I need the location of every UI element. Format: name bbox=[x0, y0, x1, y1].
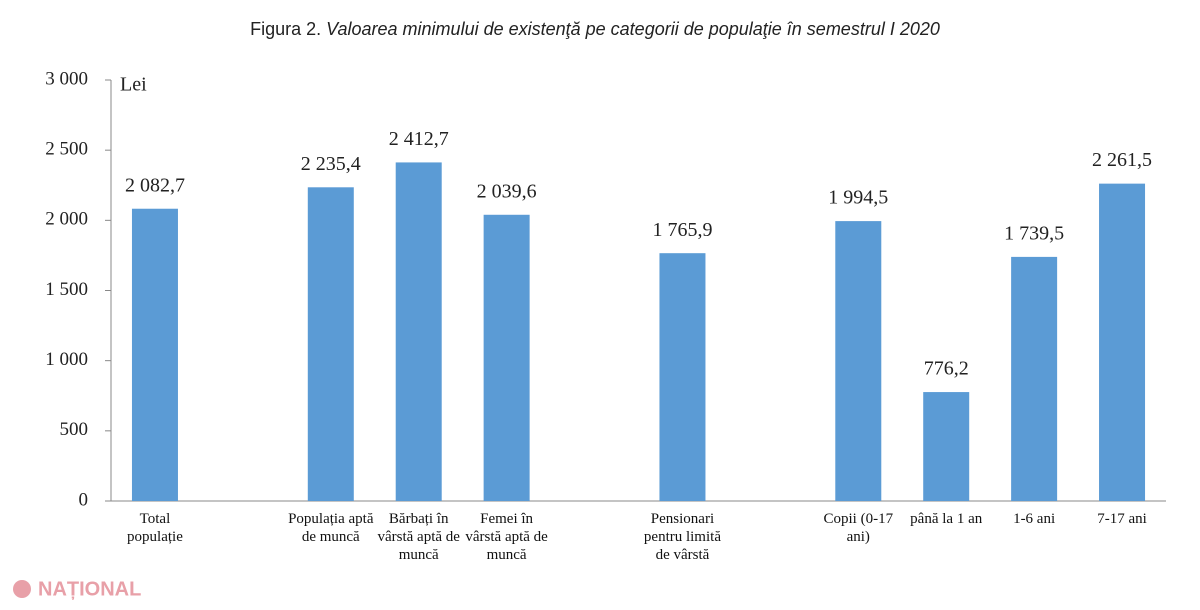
value-label: 776,2 bbox=[924, 358, 969, 380]
value-label: 1 739,5 bbox=[1004, 222, 1064, 244]
figure-label: Figura 2. bbox=[250, 19, 321, 39]
bar bbox=[395, 162, 442, 501]
value-label: 2 235,4 bbox=[301, 153, 361, 175]
chart-title: Figura 2. Valoarea minimului de existenţ… bbox=[250, 19, 940, 39]
value-label: 2 412,7 bbox=[389, 128, 449, 150]
value-label: 2 261,5 bbox=[1092, 149, 1152, 171]
x-tick-label: Total populație bbox=[127, 511, 183, 545]
x-tick-label: până la 1 an bbox=[910, 511, 983, 527]
x-tick-label-box: Bărbați în vârstă aptă de muncă bbox=[377, 511, 460, 563]
title-text: Valoarea minimului de existenţă pe categ… bbox=[326, 19, 940, 39]
y-tick-label: 1 500 bbox=[45, 279, 88, 300]
x-tick-label-box: Pensionari pentru limită de vârstă bbox=[643, 511, 721, 563]
x-tick-label-box: 7-17 ani bbox=[1097, 511, 1147, 527]
bar bbox=[131, 208, 178, 501]
x-tick-label: Femei în vârstă aptă de muncă bbox=[465, 511, 548, 563]
x-tick-label-box: până la 1 an bbox=[910, 511, 983, 527]
x-tick-label: 7-17 ani bbox=[1097, 511, 1147, 527]
bar bbox=[483, 214, 530, 502]
x-tick-label-box: Total populație bbox=[127, 511, 183, 545]
y-tick-label: 2 000 bbox=[45, 209, 88, 230]
bar bbox=[1099, 183, 1146, 501]
watermark: NAȚIONAL bbox=[38, 578, 141, 600]
bar bbox=[1011, 256, 1058, 501]
unit-label: Lei bbox=[120, 74, 147, 96]
value-label: 1 765,9 bbox=[652, 219, 712, 241]
value-label: 2 039,6 bbox=[477, 180, 537, 202]
y-tick-label: 3 000 bbox=[45, 68, 88, 89]
x-tick-label-box: 1-6 ani bbox=[1013, 511, 1056, 527]
x-tick-label: 1-6 ani bbox=[1013, 511, 1056, 527]
y-tick-label: 0 bbox=[79, 489, 89, 510]
value-label: 1 994,5 bbox=[828, 187, 888, 209]
x-tick-label-box: Copii (0-17 ani) bbox=[823, 511, 894, 545]
x-tick-label: Copii (0-17 ani) bbox=[823, 511, 894, 545]
x-tick-label-box: Populația aptă de muncă bbox=[288, 511, 374, 545]
y-tick-label: 2 500 bbox=[45, 139, 88, 160]
y-tick-label: 500 bbox=[60, 419, 89, 440]
x-tick-label: Pensionari pentru limită de vârstă bbox=[643, 511, 721, 563]
watermark-icon bbox=[13, 580, 31, 598]
y-tick-label: 1 000 bbox=[45, 349, 88, 370]
x-tick-label: Bărbați în vârstă aptă de muncă bbox=[377, 511, 460, 563]
bar bbox=[923, 392, 970, 501]
bar bbox=[307, 187, 354, 501]
bar bbox=[835, 221, 882, 501]
value-label: 2 082,7 bbox=[125, 174, 185, 196]
x-tick-label: Populația aptă de muncă bbox=[288, 511, 374, 545]
x-tick-label-box: Femei în vârstă aptă de muncă bbox=[465, 511, 548, 563]
bar bbox=[659, 253, 706, 501]
